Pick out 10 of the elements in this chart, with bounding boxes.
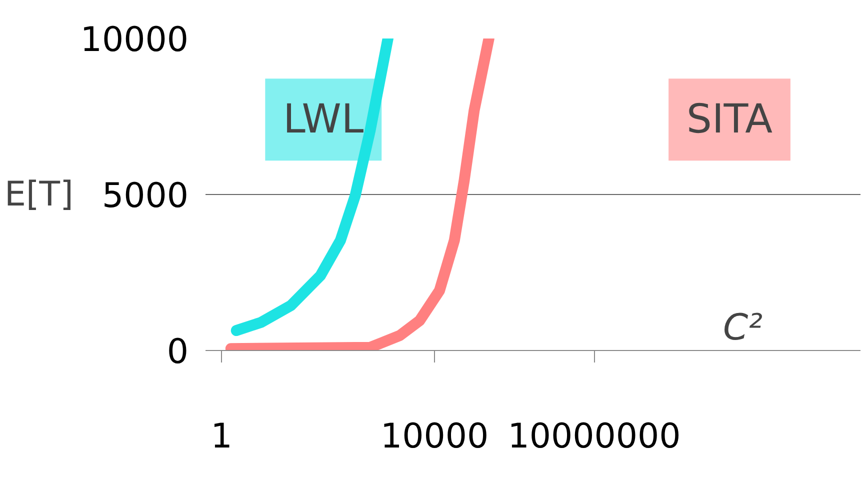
y-axis-title: E[T] <box>4 174 74 214</box>
x-tick-label: 1 <box>210 416 232 456</box>
x-tick-label: 10000 <box>380 416 489 456</box>
x-tick-label: 10000000 <box>508 416 681 456</box>
series-label: LWL <box>283 96 364 143</box>
y-tick-label: 5000 <box>102 176 189 216</box>
y-tick-label: 10000 <box>80 20 189 60</box>
x-axis-title: C² <box>722 308 763 348</box>
text: SITA <box>686 96 774 143</box>
y-tick-label: 0 <box>166 332 189 372</box>
